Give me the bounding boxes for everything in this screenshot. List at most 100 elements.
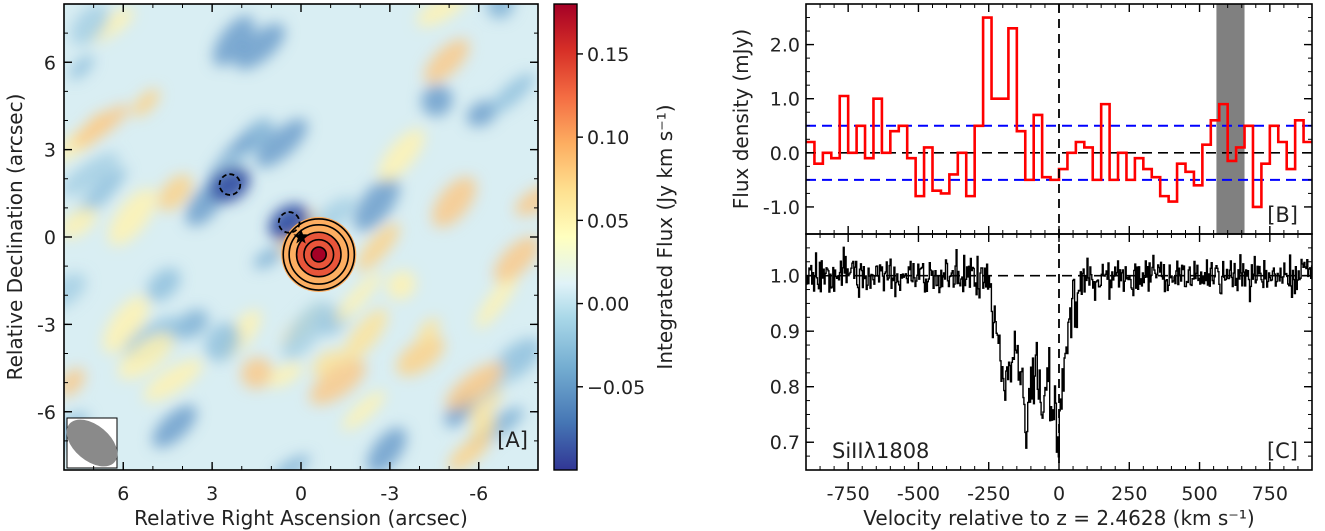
noise-blob (514, 185, 538, 216)
x-tick-label: -250 (967, 483, 1010, 505)
colorbar-tick-label: 0.00 (587, 294, 629, 316)
panel-c-xlabel: Velocity relative to z = 2.4628 (km s⁻¹) (863, 506, 1254, 530)
panel-a: 6 3 0 -3 -6 6 3 0 -3 -6 [A] Relative Right Ascens… (3, 3, 539, 530)
noise-blob (334, 271, 382, 323)
y-tick-label: 2.0 (770, 35, 800, 57)
star-marker (293, 229, 309, 244)
noise-blob (445, 362, 505, 410)
source-contour (295, 231, 342, 278)
noise-blob (273, 454, 311, 470)
y-tick-label: 6 (44, 52, 56, 74)
x-tick-label: -3 (380, 483, 399, 505)
noise-blob (268, 362, 303, 388)
noise-blob (424, 38, 470, 84)
x-tick-label: 0 (1053, 483, 1065, 505)
noise-blob (470, 416, 497, 438)
x-tick-label: 6 (117, 483, 129, 505)
y-tick-label: 0.7 (770, 432, 800, 454)
noise-blob (152, 405, 197, 448)
colorbar: 0.15 0.10 0.05 0.00 −0.05 Integrated Flux (J… (553, 3, 677, 471)
panel-a-xlabel: Relative Right Ascension (arcsec) (134, 506, 468, 530)
noise-blob (421, 84, 453, 117)
noise-blob (353, 176, 400, 232)
source-contour (310, 246, 327, 263)
noise-blob (143, 359, 203, 402)
noise-blob (356, 223, 400, 272)
colorbar-gradient (553, 3, 578, 471)
noise-blob (378, 128, 425, 182)
masked-region (1216, 4, 1245, 234)
noise-blob (431, 176, 477, 228)
x-tick-label: -500 (897, 483, 940, 505)
noise-blob (282, 300, 330, 361)
noise-blob (64, 152, 120, 196)
noise-blob (475, 272, 518, 329)
colorbar-tick-label: 0.05 (587, 210, 629, 232)
panel-a-ticks: 6 3 0 -3 -6 6 3 0 -3 -6 (37, 4, 538, 505)
x-tick-label: 0 (295, 483, 307, 505)
noise-blob (253, 246, 284, 269)
panel-c-ticks: 1.0 0.9 0.8 0.7 -750 -500 -250 0 250 500 750 (770, 234, 1312, 505)
noise-blob (240, 357, 273, 389)
colorbar-label: Integrated Flux (Jy km s⁻¹) (653, 104, 677, 369)
y-tick-label: -6 (37, 402, 56, 424)
panel-b-ylabel: Flux density (mJy) (729, 29, 753, 209)
x-tick-label: 750 (1252, 483, 1288, 505)
y-tick-label: 0.8 (770, 377, 800, 399)
x-tick-label: 250 (1111, 483, 1147, 505)
negative-contour (277, 211, 301, 234)
y-tick-label: 0.0 (770, 143, 800, 165)
y-tick-label: 3 (44, 140, 56, 162)
noise-blob (342, 390, 386, 431)
x-tick-label: 500 (1181, 483, 1217, 505)
noise-blob (158, 174, 193, 211)
noise-blob (103, 295, 149, 354)
panel-c: 1.0 0.9 0.8 0.7 -750 -500 -250 0 250 500 750 [C] S… (770, 4, 1313, 530)
noise-blob (255, 118, 308, 168)
source-core (311, 247, 327, 262)
noise-blob (489, 73, 535, 114)
noise-blob (118, 332, 174, 380)
noise-blob (466, 100, 498, 127)
noise-blob (132, 88, 160, 117)
noise-blob (366, 427, 407, 470)
panel-b-tag: [B] (1267, 203, 1298, 227)
noise-blob (71, 104, 130, 148)
y-tick-label: 1.0 (770, 266, 800, 288)
y-tick-label: -3 (37, 314, 56, 336)
colorbar-tick-label: 0.10 (587, 127, 629, 149)
noise-blob (64, 368, 86, 397)
source-contour (282, 218, 356, 291)
noise-blob (108, 188, 157, 246)
source-contours (281, 216, 357, 293)
panel-b-ticks: 2.0 1.0 0.0 -1.0 (763, 4, 1312, 234)
y-tick-label: 1.0 (770, 89, 800, 111)
x-tick-label: 3 (206, 483, 218, 505)
noise-blob (205, 322, 241, 362)
colorbar-tick-label: 0.15 (587, 44, 629, 66)
noise-blob (417, 317, 440, 344)
panel-a-ylabel: Relative Declination (arcsec) (3, 94, 27, 381)
source-contour (303, 238, 335, 271)
negative-contour (218, 173, 242, 196)
noise-blob (309, 359, 366, 405)
panel-c-tag: [C] (1267, 439, 1298, 463)
colorbar-ticks: 0.15 0.10 0.05 0.00 −0.05 (577, 44, 645, 399)
noise-blob (64, 207, 97, 239)
panel-c-annotation: SiIIλ1808 (832, 439, 929, 463)
y-tick-label: 0.9 (770, 321, 800, 343)
source-contour (288, 224, 350, 285)
x-tick-label: -6 (469, 483, 488, 505)
star-icon (293, 229, 309, 244)
noise-blob (342, 308, 388, 363)
colorbar-tick-label: −0.05 (587, 377, 645, 399)
panel-a-tag: [A] (497, 428, 528, 452)
noise-blob (416, 4, 467, 27)
noise-blob (396, 335, 445, 377)
noise-blob (234, 23, 286, 70)
noise-blob (146, 268, 181, 302)
noise-blob (69, 55, 94, 80)
negative-contours (218, 173, 301, 234)
noise-blob (493, 236, 538, 283)
